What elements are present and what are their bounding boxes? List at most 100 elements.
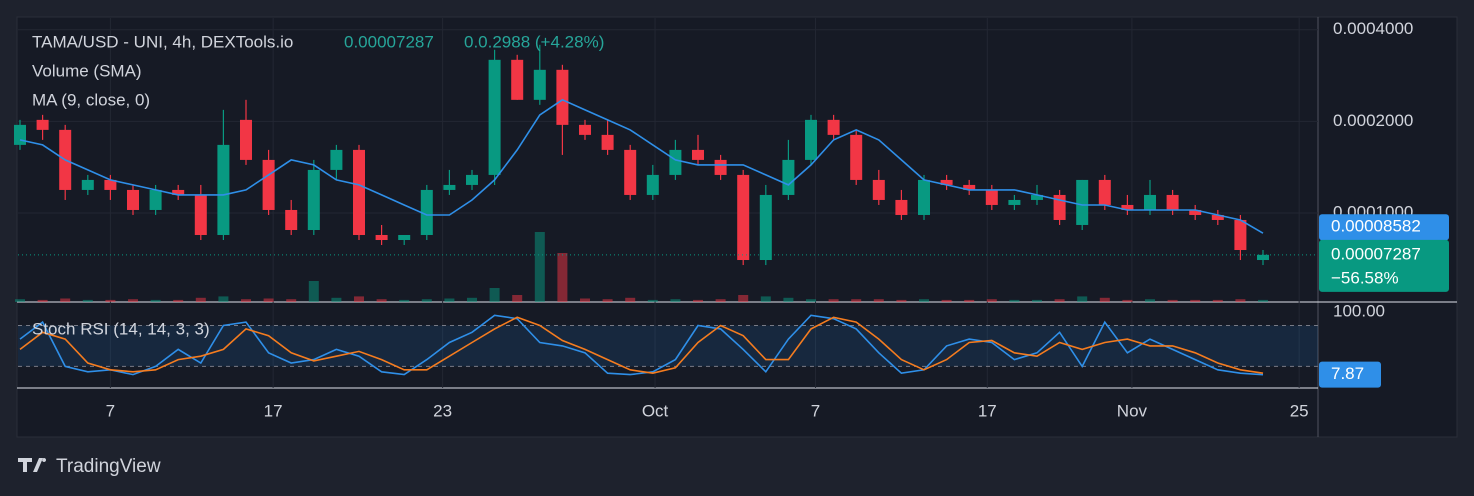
volume-bar — [15, 299, 25, 302]
ma-legend: MA (9, close, 0) — [32, 90, 150, 109]
candle-body — [714, 159, 727, 175]
x-tick-label: Oct — [642, 401, 669, 420]
volume-bar — [851, 299, 862, 302]
volume-bar — [376, 299, 387, 302]
chart-panel — [16, 16, 1458, 438]
candle-body — [375, 234, 388, 241]
candle-body — [1121, 204, 1134, 210]
volume-bar — [1212, 299, 1223, 302]
volume-bar — [602, 299, 613, 302]
candle-body — [81, 179, 94, 190]
volume-bar — [1122, 299, 1133, 302]
candle-body — [624, 149, 637, 195]
candle-body — [556, 69, 569, 125]
stoch-value-label: 7.87 — [1331, 364, 1364, 383]
volume-layer — [15, 232, 1268, 302]
candle-body — [579, 124, 591, 135]
candle-body — [443, 184, 456, 190]
candle-body — [1008, 199, 1021, 205]
stoch-line — [19, 316, 1264, 375]
x-tick-label: 7 — [811, 401, 820, 420]
label-layer: 7 17 23 Oct 7 17 Nov 250.00040000.00020000.0001… — [106, 19, 1449, 420]
candle-body — [1211, 214, 1224, 220]
candle-body — [759, 194, 772, 261]
candle-body — [285, 209, 298, 230]
volume-bar — [919, 299, 929, 302]
candle-body — [1166, 194, 1179, 210]
candle-body — [1257, 254, 1269, 261]
ma-line — [19, 98, 1264, 234]
volume-bar — [873, 299, 884, 302]
brand-logo — [18, 458, 47, 472]
volume-bar — [625, 297, 636, 302]
candle-body — [511, 59, 524, 100]
stoch-layer — [18, 314, 1318, 376]
candle-body — [601, 134, 614, 150]
candle-body — [872, 179, 885, 200]
brand-name: TradingView — [56, 456, 161, 477]
volume-bar — [195, 297, 206, 302]
stoch-value-box — [1319, 361, 1381, 388]
candle-body — [782, 159, 795, 195]
candle-body — [646, 174, 659, 195]
x-tick-label: 25 — [1290, 401, 1309, 420]
candle-body — [466, 174, 478, 185]
x-tick-label: 17 — [264, 401, 283, 420]
volume-bar — [173, 299, 184, 302]
volume-bar — [467, 297, 477, 302]
volume-bar — [1167, 299, 1178, 302]
volume-bar — [580, 298, 590, 302]
volume-bar — [647, 299, 658, 302]
volume-bar — [512, 295, 523, 302]
header-price: 0.00007287 — [344, 32, 434, 51]
candle-body — [14, 124, 26, 145]
candle-body — [127, 189, 139, 210]
volume-bar — [105, 299, 116, 302]
volume-bar — [1258, 299, 1268, 302]
change-label: −56.58% — [1331, 268, 1399, 287]
candle-body — [172, 189, 185, 195]
volume-bar — [82, 299, 93, 302]
close-price-label: 0.00007287 — [1331, 244, 1421, 263]
stoch-legend: Stoch RSI (14, 14, 3, 3) — [32, 319, 210, 338]
volume-bar — [128, 299, 138, 302]
candle-body — [330, 149, 343, 170]
ma-price-box — [1319, 214, 1449, 241]
volume-bar — [37, 299, 48, 302]
volume-bar — [1077, 296, 1088, 302]
candle-body — [1234, 219, 1247, 251]
candle-body — [737, 174, 750, 261]
volume-bar — [218, 296, 229, 302]
stoch-band — [18, 325, 1318, 367]
candle-body — [850, 134, 863, 180]
y-tick-label: 0.0004000 — [1333, 19, 1413, 38]
candle-body — [692, 149, 704, 160]
candle-body — [217, 144, 230, 235]
volume-bar — [557, 253, 568, 302]
chart-title: TAMA/USD - UNI, 4h, DEXTools.io — [32, 32, 293, 51]
volume-bar — [760, 296, 771, 302]
volume-bar — [896, 299, 907, 302]
candle-layer — [14, 44, 1318, 266]
candle-body — [1076, 179, 1089, 225]
volume-bar — [308, 281, 319, 302]
y-tick-label: 0.0002000 — [1333, 111, 1413, 130]
candle-body — [398, 234, 411, 241]
candle-body — [1031, 194, 1043, 200]
volume-bar — [783, 297, 794, 302]
candle-body — [963, 184, 976, 190]
header-change: 0.0.2988 (+4.28%) — [464, 32, 604, 51]
volume-bar — [150, 299, 161, 302]
x-tick-label: 23 — [433, 401, 452, 420]
volume-bar — [399, 299, 410, 302]
candle-body — [1189, 209, 1202, 215]
ma-price-label: 0.00008582 — [1331, 217, 1421, 236]
volume-bar — [1099, 297, 1110, 302]
candle-body — [488, 59, 501, 175]
candle-body — [827, 119, 840, 135]
volume-bar — [263, 298, 274, 302]
volume-bar — [60, 298, 71, 302]
x-tick-label: 7 — [106, 401, 115, 420]
candle-body — [353, 149, 365, 235]
